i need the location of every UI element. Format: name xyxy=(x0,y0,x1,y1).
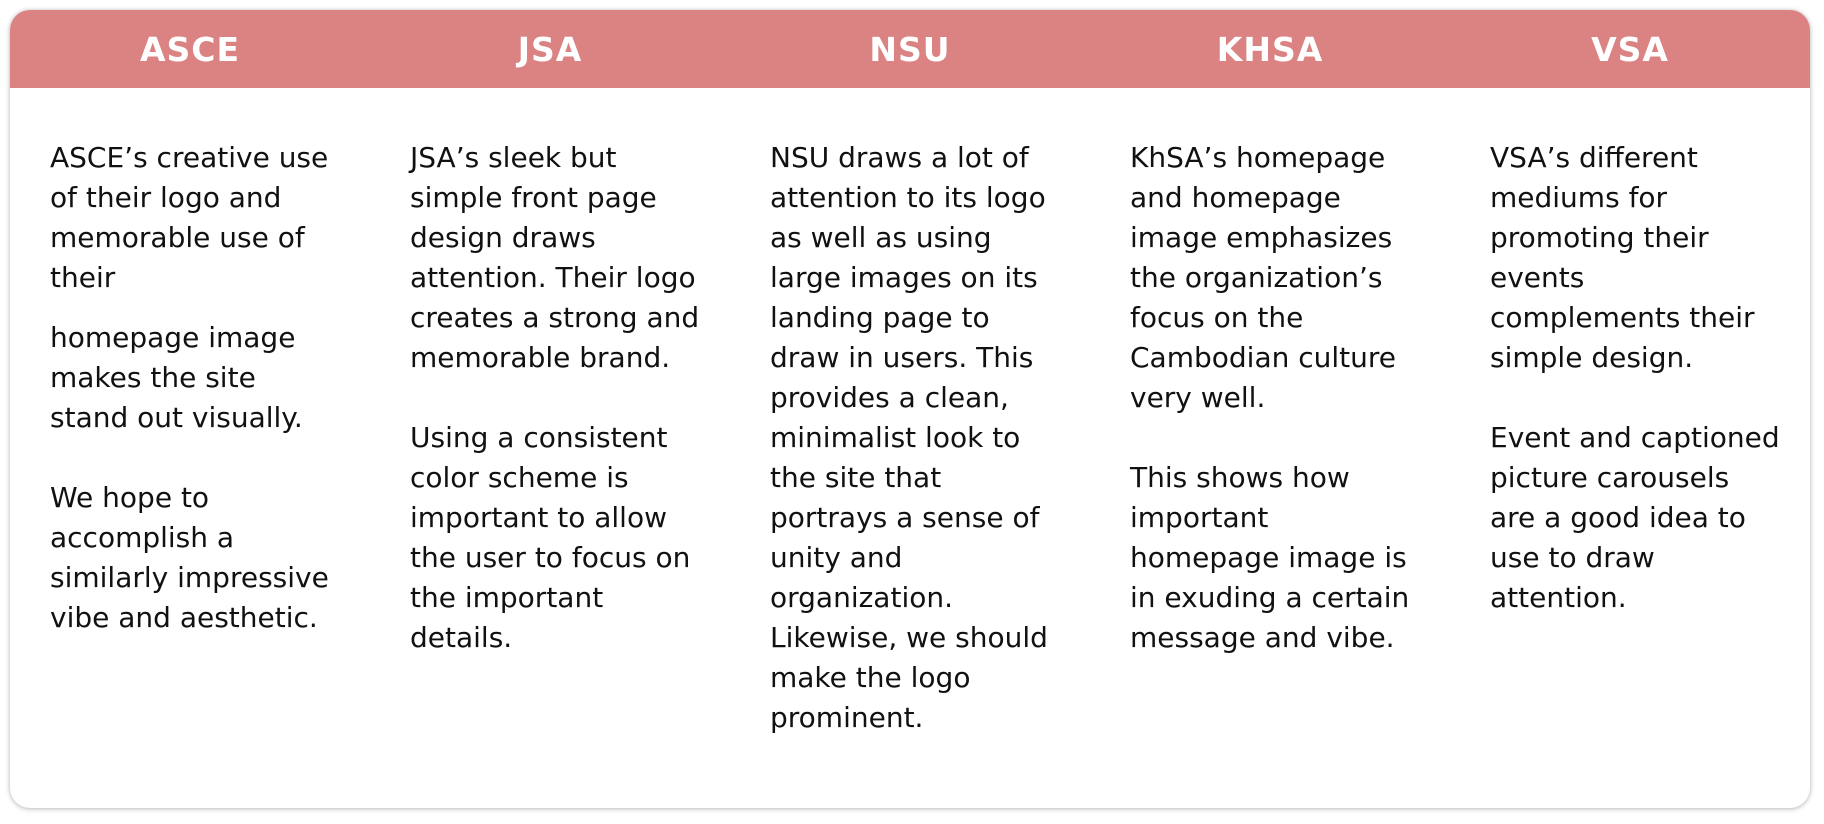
khsa-paragraph-1: KhSA’s homepage and homepage image empha… xyxy=(1130,141,1397,414)
column-nsu: NSU draws a lot of attention to its logo… xyxy=(730,88,1090,808)
column-asce: ASCE’s creative use of their logo and me… xyxy=(10,88,370,808)
column-jsa: JSA’s sleek but simple front page design… xyxy=(370,88,730,808)
khsa-paragraph-2: This shows how important homepage image … xyxy=(1130,461,1410,654)
column-khsa: KhSA’s homepage and homepage image empha… xyxy=(1090,88,1450,808)
column-vsa: VSA’s different mediums for promoting th… xyxy=(1450,88,1810,808)
asce-paragraph-3: We hope to accomplish a similarly impres… xyxy=(50,481,329,634)
asce-paragraph-1: ASCE’s creative use of their logo and me… xyxy=(50,141,329,294)
vsa-paragraph-1: VSA’s different mediums for promoting th… xyxy=(1490,141,1755,374)
table-body-row: ASCE’s creative use of their logo and me… xyxy=(10,88,1810,808)
column-heading-asce: ASCE xyxy=(139,29,241,69)
jsa-paragraph-1: JSA’s sleek but simple front page design… xyxy=(410,141,700,374)
comparison-table: ASCE JSA NSU KHSA VSA ASCE’s creative us… xyxy=(10,10,1810,808)
asce-paragraph-2: homepage image makes the site stand out … xyxy=(50,321,303,434)
vsa-paragraph-2: Event and captioned picture carousels ar… xyxy=(1490,421,1780,614)
table-header-row: ASCE JSA NSU KHSA VSA xyxy=(10,10,1810,88)
jsa-paragraph-2: Using a consistent color scheme is impor… xyxy=(410,421,691,654)
nsu-paragraph-1: NSU draws a lot of attention to its logo… xyxy=(770,141,1048,734)
column-heading-khsa: KHSA xyxy=(1216,29,1324,69)
column-heading-nsu: NSU xyxy=(869,29,951,69)
column-heading-jsa: JSA xyxy=(517,29,583,69)
column-heading-vsa: VSA xyxy=(1591,29,1669,69)
